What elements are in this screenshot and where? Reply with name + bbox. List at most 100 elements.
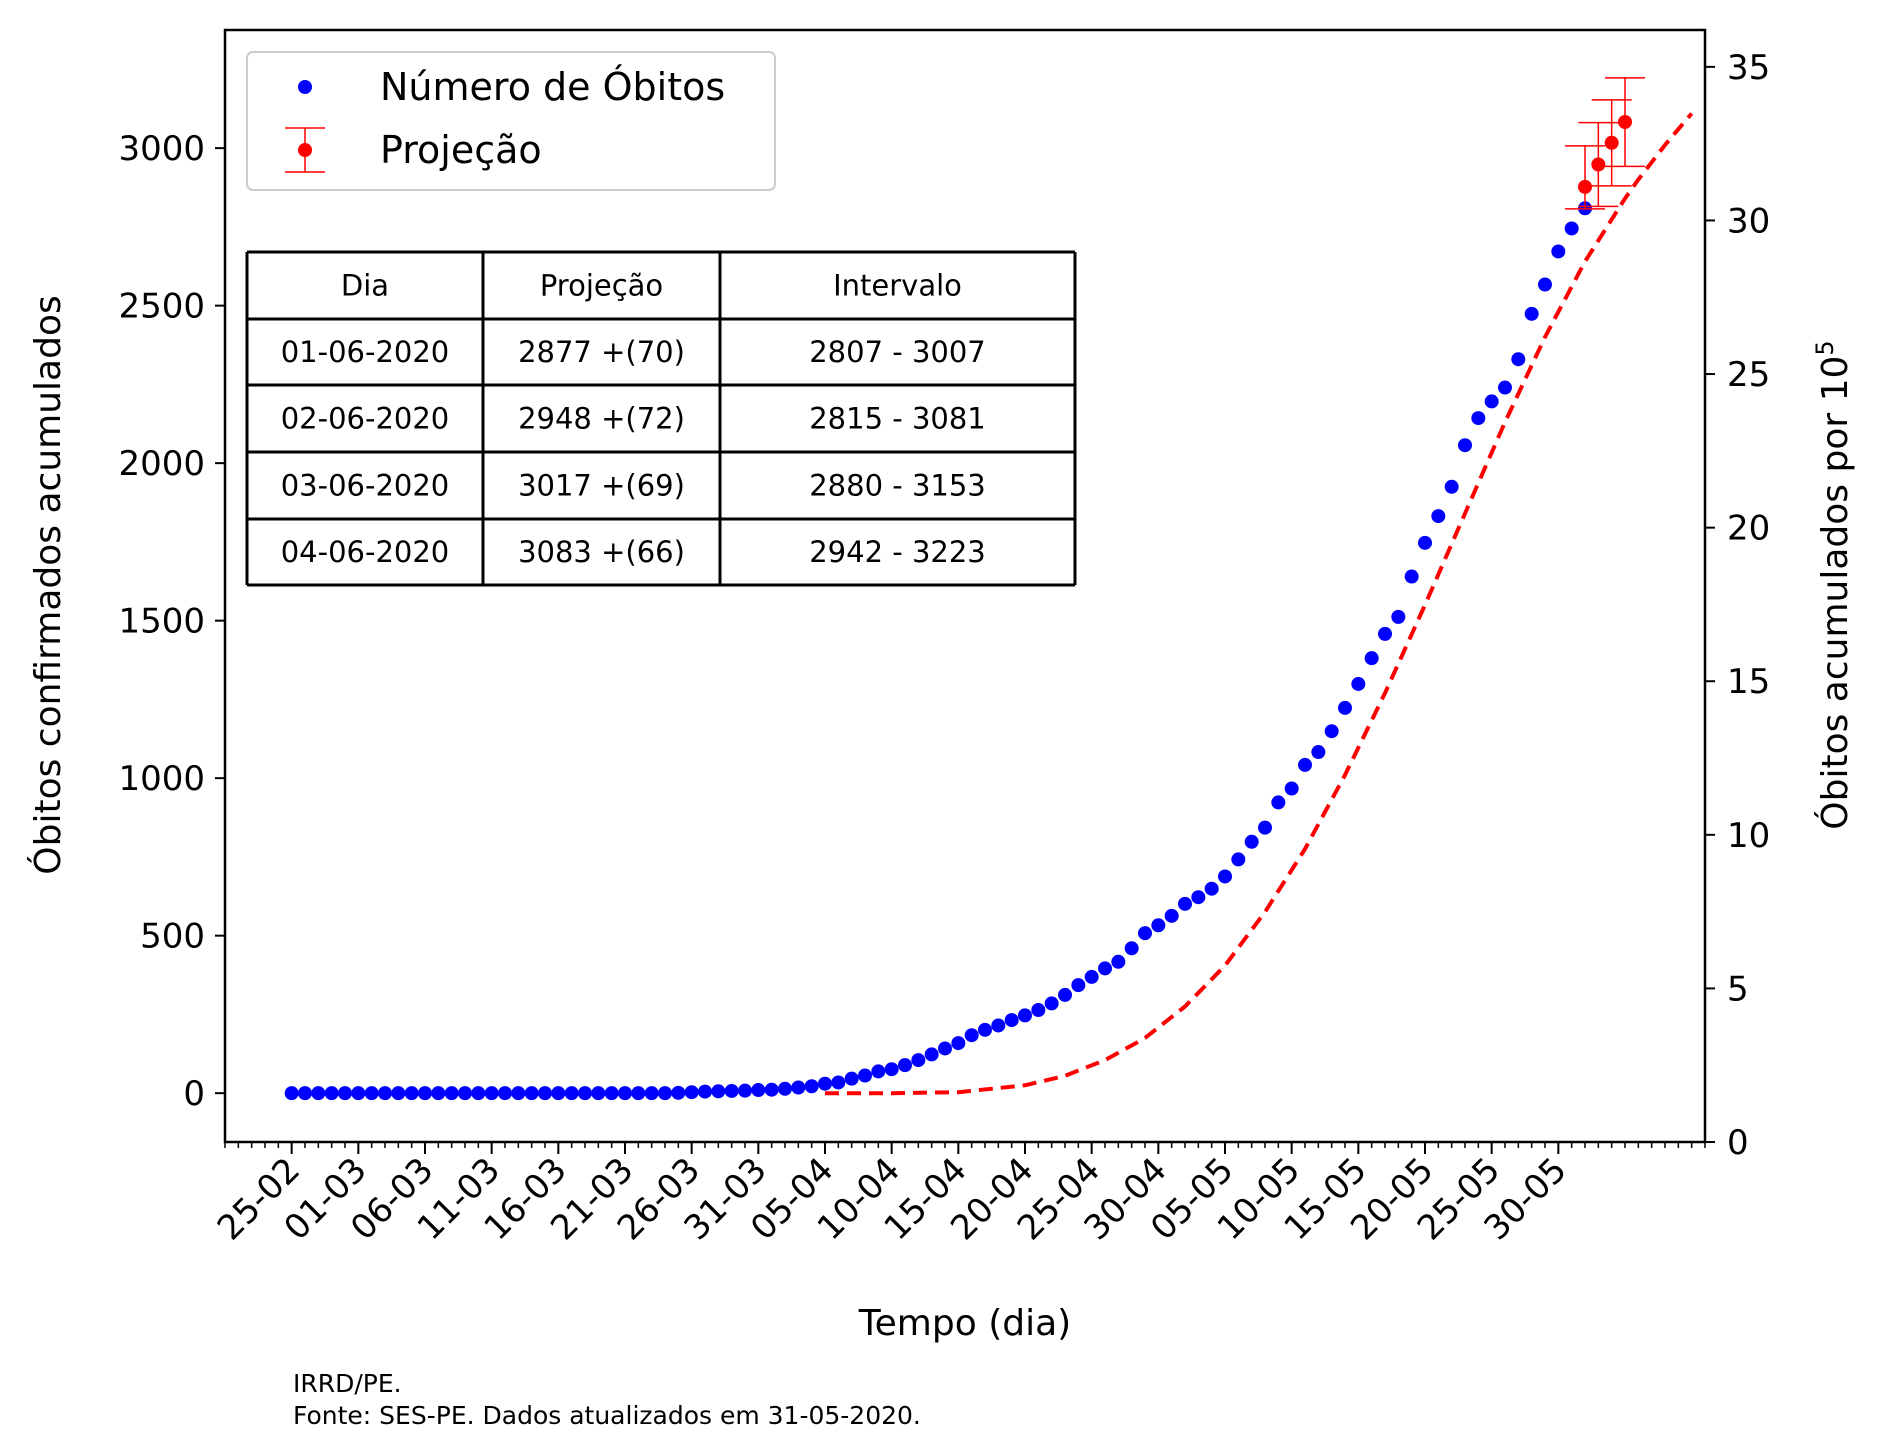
table-cell: 02-06-2020 — [281, 402, 450, 436]
death-point — [1111, 954, 1126, 969]
death-point — [964, 1028, 979, 1043]
death-point — [284, 1086, 299, 1101]
death-point — [1564, 221, 1579, 236]
death-point — [591, 1086, 606, 1101]
table-header-cell: Intervalo — [833, 269, 962, 303]
death-point — [298, 1086, 312, 1101]
death-point — [364, 1086, 379, 1101]
death-point — [1044, 996, 1059, 1011]
legend: Número de Óbitos Projeção — [246, 51, 776, 191]
death-point — [1004, 1013, 1019, 1028]
death-point — [1431, 509, 1446, 524]
death-point — [1391, 609, 1406, 624]
death-point — [1151, 918, 1166, 933]
table-header-cell: Dia — [341, 269, 389, 303]
y-right-tick-label: 10 — [1727, 816, 1770, 856]
death-point — [751, 1083, 766, 1098]
table-cell: 03-06-2020 — [281, 469, 450, 503]
death-point — [778, 1081, 792, 1096]
death-point — [1538, 277, 1552, 292]
legend-label-deaths: Número de Óbitos — [380, 65, 725, 109]
death-point — [1364, 651, 1379, 666]
y-axis-label: Óbitos confirmados acumulados — [27, 295, 69, 874]
death-point — [844, 1071, 859, 1086]
death-point — [431, 1086, 446, 1101]
death-point — [1524, 306, 1539, 321]
death-point — [1071, 978, 1086, 993]
footer-line-2: Fonte: SES-PE. Dados atualizados em 31-0… — [293, 1401, 921, 1430]
death-point — [1218, 869, 1232, 884]
table-cell: 04-06-2020 — [281, 535, 450, 569]
death-point — [458, 1086, 472, 1101]
death-point — [391, 1086, 406, 1101]
death-point — [978, 1022, 992, 1037]
death-point — [991, 1018, 1006, 1033]
death-point — [924, 1047, 939, 1062]
death-point — [1191, 890, 1206, 905]
death-point — [418, 1086, 432, 1101]
death-point — [1084, 969, 1099, 984]
death-point — [871, 1064, 886, 1079]
table-cell: 2815 - 3081 — [809, 402, 986, 436]
death-point — [818, 1076, 832, 1091]
death-point — [938, 1041, 952, 1056]
death-point — [404, 1086, 419, 1101]
death-point — [1511, 352, 1526, 367]
death-point — [1418, 535, 1432, 550]
death-point — [578, 1086, 592, 1101]
y-right-tick-label: 25 — [1727, 355, 1770, 395]
projection-point — [1618, 114, 1632, 129]
x-axis-label: Tempo (dia) — [858, 1303, 1071, 1344]
legend-box — [246, 51, 776, 191]
death-point — [644, 1086, 659, 1101]
death-point — [831, 1075, 846, 1090]
legend-marker-projection — [298, 143, 312, 157]
y-tick-label: 1500 — [118, 602, 205, 642]
axes: 0500100015002000250030000510152025303525… — [118, 28, 1770, 1248]
y-tick-label: 2000 — [118, 444, 205, 484]
death-point — [791, 1080, 806, 1095]
death-point — [471, 1086, 486, 1101]
y-right-tick-label: 30 — [1727, 201, 1770, 241]
death-point — [1018, 1008, 1032, 1023]
legend-marker-deaths — [298, 80, 312, 94]
death-point — [604, 1086, 619, 1101]
death-point — [498, 1086, 512, 1101]
death-point — [764, 1082, 779, 1097]
footer-line-1: IRRD/PE. — [293, 1369, 402, 1398]
death-point — [484, 1086, 499, 1101]
table-cell: 2807 - 3007 — [809, 335, 986, 369]
death-point — [538, 1086, 552, 1101]
death-points-layer — [284, 201, 1592, 1101]
y-tick-label: 2500 — [118, 287, 205, 327]
death-point — [658, 1086, 672, 1101]
death-point — [711, 1084, 726, 1099]
y-tick-label: 500 — [140, 917, 205, 957]
projection-point — [1591, 157, 1606, 172]
table-cell: 01-06-2020 — [281, 335, 450, 369]
death-point — [1058, 987, 1072, 1002]
death-point — [1551, 244, 1566, 259]
death-point — [1098, 961, 1112, 976]
death-point — [378, 1086, 392, 1101]
table-cell: 2942 - 3223 — [809, 535, 986, 569]
death-point — [631, 1086, 646, 1101]
table-cell: 3083 +(66) — [518, 535, 685, 569]
death-point — [551, 1086, 566, 1101]
y-right-tick-label: 35 — [1727, 48, 1770, 88]
death-point — [1204, 881, 1219, 896]
death-point — [724, 1083, 739, 1098]
death-point — [1178, 896, 1192, 911]
y-right-tick-label: 20 — [1727, 509, 1770, 549]
death-point — [444, 1086, 459, 1101]
death-point — [1471, 411, 1486, 426]
y-right-axis-label: Óbitos acumulados por 105 — [1811, 340, 1856, 829]
death-point — [858, 1068, 872, 1083]
death-point — [698, 1084, 712, 1099]
death-point — [1231, 852, 1246, 867]
y-right-tick-label: 15 — [1727, 662, 1770, 702]
death-point — [1124, 941, 1139, 956]
death-point — [1258, 820, 1272, 835]
death-point — [671, 1085, 686, 1100]
